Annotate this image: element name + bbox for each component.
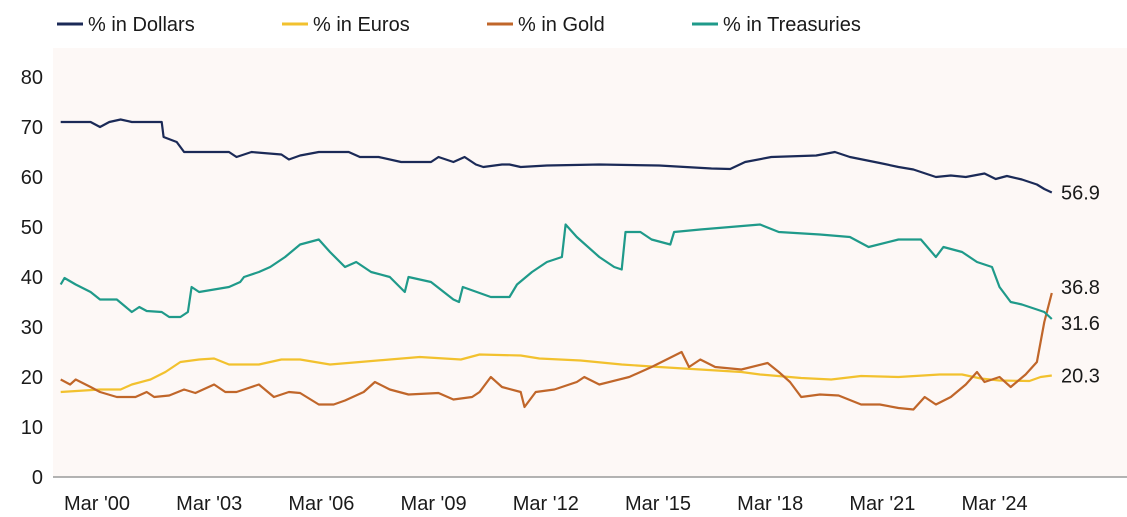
end-value-label: 31.6 — [1061, 313, 1100, 335]
series-lines — [59, 118, 1053, 411]
legend-label: % in Treasuries — [723, 14, 861, 36]
y-tick-label: 0 — [32, 467, 43, 489]
x-tick-label: Mar '06 — [288, 493, 354, 515]
x-tick-label: Mar '09 — [401, 493, 467, 515]
legend: % in Dollars % in Euros % in Gold % in Trea… — [57, 14, 861, 36]
x-axis: Mar '00 Mar '03 Mar '06 Mar '09 Mar '12 Mar '… — [64, 493, 1028, 515]
y-tick-label: 80 — [21, 67, 43, 89]
end-value-label: 36.8 — [1061, 277, 1100, 299]
x-tick-label: Mar '18 — [737, 493, 803, 515]
y-axis: 0 10 20 30 40 50 60 70 80 — [21, 67, 43, 489]
x-tick-label: Mar '21 — [849, 493, 915, 515]
series-line-in-dollars — [60, 118, 1053, 194]
x-tick-label: Mar '03 — [176, 493, 242, 515]
series-line-in-euros — [60, 353, 1052, 394]
x-tick-label: Mar '15 — [625, 493, 691, 515]
x-tick-label: Mar '00 — [64, 493, 130, 515]
y-tick-label: 60 — [21, 167, 43, 189]
x-tick-label: Mar '12 — [513, 493, 579, 515]
legend-label: % in Gold — [518, 14, 605, 36]
end-labels: 56.9 20.3 36.8 31.6 — [1061, 183, 1100, 388]
series-line-in-gold — [60, 292, 1053, 411]
plot-background — [53, 48, 1127, 477]
x-tick-label: Mar '24 — [962, 493, 1028, 515]
y-tick-label: 10 — [21, 417, 43, 439]
y-tick-label: 40 — [21, 267, 43, 289]
y-tick-label: 30 — [21, 317, 43, 339]
legend-label: % in Euros — [313, 14, 410, 36]
y-tick-label: 70 — [21, 117, 43, 139]
end-value-label: 56.9 — [1061, 183, 1100, 205]
y-tick-label: 20 — [21, 367, 43, 389]
series-line-in-treasuries — [59, 223, 1053, 320]
end-value-label: 20.3 — [1061, 366, 1100, 388]
y-tick-label: 50 — [21, 217, 43, 239]
legend-label: % in Dollars — [88, 14, 195, 36]
